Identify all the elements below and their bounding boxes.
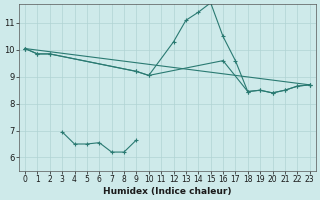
X-axis label: Humidex (Indice chaleur): Humidex (Indice chaleur) (103, 187, 232, 196)
